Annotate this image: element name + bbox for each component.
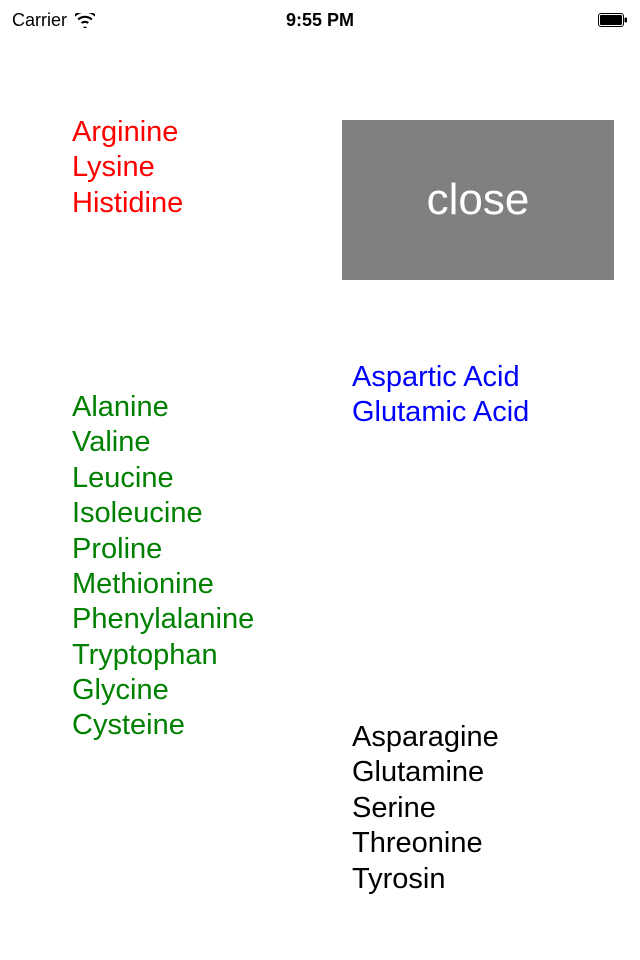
- amino-acid-item: Methionine: [72, 567, 254, 602]
- acidic-amino-acids-group: Aspartic Acid Glutamic Acid: [352, 360, 529, 431]
- amino-acid-item: Valine: [72, 425, 254, 460]
- amino-acid-item: Tryptophan: [72, 638, 254, 673]
- amino-acid-item: Lysine: [72, 150, 183, 185]
- battery-icon: [598, 13, 628, 27]
- amino-acid-item: Leucine: [72, 461, 254, 496]
- amino-acid-item: Proline: [72, 532, 254, 567]
- amino-acid-item: Glycine: [72, 673, 254, 708]
- time-label: 9:55 PM: [286, 10, 354, 31]
- wifi-icon: [75, 13, 95, 28]
- amino-acid-item: Glutamine: [352, 755, 499, 790]
- amino-acid-item: Histidine: [72, 186, 183, 221]
- polar-amino-acids-group: Asparagine Glutamine Serine Threonine Ty…: [352, 720, 499, 897]
- amino-acid-item: Aspartic Acid: [352, 360, 529, 395]
- content-area: Arginine Lysine Histidine close Alanine …: [0, 40, 640, 960]
- amino-acid-item: Asparagine: [352, 720, 499, 755]
- amino-acid-item: Cysteine: [72, 708, 254, 743]
- amino-acid-item: Serine: [352, 791, 499, 826]
- amino-acid-item: Arginine: [72, 115, 183, 150]
- status-bar: Carrier 9:55 PM: [0, 0, 640, 40]
- amino-acid-item: Alanine: [72, 390, 254, 425]
- amino-acid-item: Threonine: [352, 826, 499, 861]
- basic-amino-acids-group: Arginine Lysine Histidine: [72, 115, 183, 221]
- nonpolar-amino-acids-group: Alanine Valine Leucine Isoleucine Prolin…: [72, 390, 254, 744]
- amino-acid-item: Phenylalanine: [72, 602, 254, 637]
- amino-acid-item: Isoleucine: [72, 496, 254, 531]
- amino-acid-item: Glutamic Acid: [352, 395, 529, 430]
- close-button[interactable]: close: [342, 120, 614, 280]
- carrier-label: Carrier: [12, 10, 67, 31]
- amino-acid-item: Tyrosin: [352, 862, 499, 897]
